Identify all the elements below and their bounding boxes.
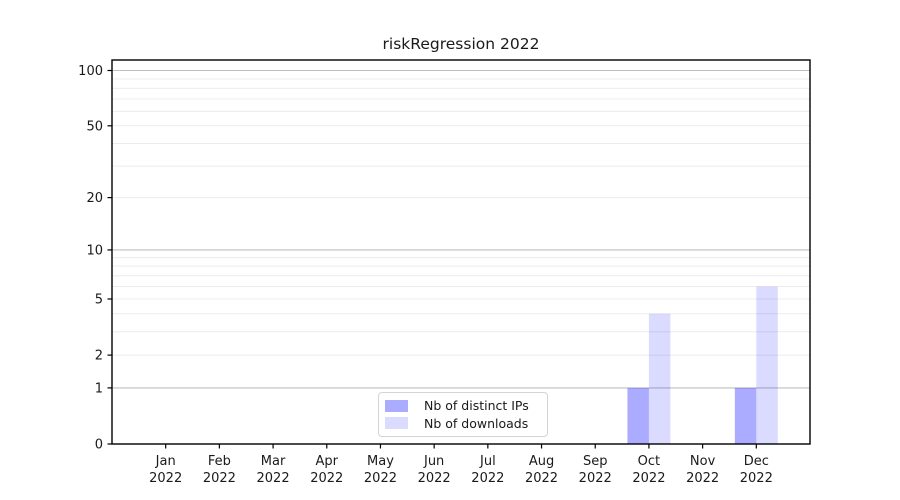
x-tick-label-month: Apr — [316, 454, 339, 469]
plot-frame — [111, 59, 811, 445]
x-tick-label-year: 2022 — [310, 471, 343, 486]
x-tick-label-month: Oct — [638, 454, 660, 469]
y-tick-label: 100 — [78, 64, 103, 79]
x-tick-label-month: Mar — [261, 454, 286, 469]
y-tick-label: 2 — [95, 349, 103, 364]
legend-item-downloads: Nb of downloads — [385, 415, 539, 433]
x-tick-label-year: 2022 — [471, 471, 504, 486]
x-tick-label-month: Jul — [479, 454, 496, 469]
legend-swatch-distinct-ips — [385, 399, 408, 412]
bar-dec-2022-series1 — [756, 286, 778, 444]
x-tick-label-month: Sep — [583, 454, 608, 469]
x-tick-label-year: 2022 — [740, 471, 773, 486]
y-tick-label: 0 — [95, 438, 103, 453]
x-tick-label-month: May — [367, 454, 394, 469]
bar-oct-2022-series0 — [627, 387, 649, 444]
x-tick-label-month: Nov — [690, 454, 716, 469]
x-tick-label-year: 2022 — [686, 471, 719, 486]
x-tick-label-month: Aug — [529, 454, 554, 469]
y-tick-label: 50 — [86, 119, 103, 134]
x-tick-label-year: 2022 — [203, 471, 236, 486]
legend-swatch-downloads — [385, 417, 408, 430]
x-tick-label-month: Dec — [744, 454, 769, 469]
legend-item-distinct-ips: Nb of distinct IPs — [385, 397, 539, 415]
x-tick-label-year: 2022 — [579, 471, 612, 486]
x-tick-label-year: 2022 — [418, 471, 451, 486]
legend-label-downloads: Nb of downloads — [424, 415, 529, 431]
y-tick-label: 10 — [86, 243, 103, 258]
x-tick-label-month: Jan — [155, 454, 176, 469]
x-tick-label-year: 2022 — [149, 471, 182, 486]
x-tick-label-year: 2022 — [632, 471, 665, 486]
chart-title: riskRegression 2022 — [382, 35, 540, 53]
bar-oct-2022-series1 — [648, 313, 671, 444]
y-tick-label: 1 — [95, 381, 103, 396]
y-tick-label: 5 — [95, 292, 103, 307]
x-tick-label-month: Feb — [208, 454, 231, 469]
x-tick-label-year: 2022 — [525, 471, 558, 486]
bar-dec-2022-series0 — [734, 387, 757, 444]
x-tick-label-year: 2022 — [364, 471, 397, 486]
x-tick-label-year: 2022 — [257, 471, 290, 486]
legend: Nb of distinct IPs Nb of downloads — [378, 392, 548, 437]
y-tick-label: 20 — [86, 191, 103, 206]
legend-label-distinct-ips: Nb of distinct IPs — [424, 398, 529, 414]
x-tick-label-month: Jun — [423, 454, 444, 469]
